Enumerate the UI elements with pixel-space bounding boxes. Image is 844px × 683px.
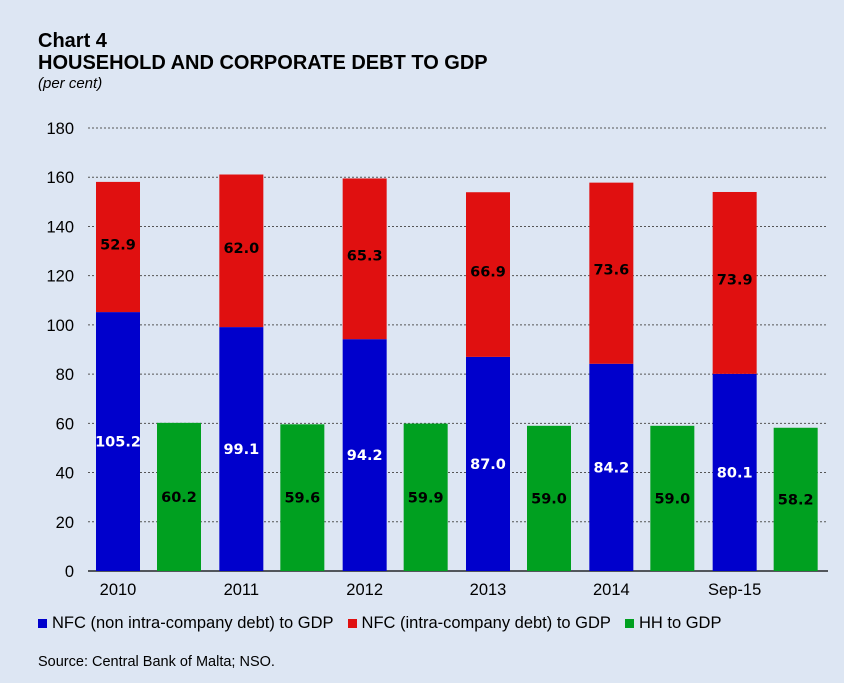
bar-nfc-intra (712, 191, 757, 374)
legend-label-nfc-non-intra: NFC (non intra-company debt) to GDP (52, 614, 334, 632)
y-tick-label: 160 (46, 169, 74, 187)
legend-swatch-nfc-intra (347, 619, 357, 628)
y-tick-label: 20 (56, 514, 74, 532)
data-label-hh: 59.0 (531, 491, 567, 507)
data-label-hh: 59.6 (284, 491, 320, 507)
data-label-nfc-non-intra: 80.1 (717, 465, 753, 481)
bar-hh (157, 422, 201, 571)
source-note: Source: Central Bank of Malta; NSO. (38, 654, 275, 670)
data-label-hh: 59.0 (654, 491, 690, 507)
legend: NFC (non intra-company debt) to GDP NFC … (38, 614, 735, 633)
chart-label: Chart 4 (38, 30, 107, 52)
y-tick-label: 0 (65, 563, 74, 581)
y-tick-label: 140 (46, 218, 74, 236)
data-label-nfc-non-intra: 105.2 (95, 435, 141, 451)
x-tick-label: 2011 (224, 581, 259, 599)
data-label-nfc-intra: 52.9 (100, 237, 136, 253)
x-tick-label: 2014 (593, 581, 630, 599)
y-tick-label: 80 (56, 366, 74, 384)
bar-nfc-non-intra (96, 312, 140, 571)
chart-title: HOUSEHOLD AND CORPORATE DEBT TO GDP (38, 52, 488, 74)
x-tick-label: 2010 (100, 581, 137, 599)
bar-hh (527, 425, 571, 571)
data-label-nfc-non-intra: 99.1 (223, 442, 259, 458)
data-label-hh: 58.2 (778, 492, 814, 508)
bar-hh (773, 427, 818, 571)
data-label-hh: 59.9 (408, 490, 444, 506)
data-label-nfc-non-intra: 94.2 (347, 448, 383, 464)
legend-item-nfc-non-intra: NFC (non intra-company debt) to GDP (38, 614, 334, 633)
bar-nfc-non-intra (342, 339, 387, 571)
data-label-nfc-intra: 73.6 (593, 263, 629, 279)
bar-nfc-intra (466, 192, 510, 357)
data-label-nfc-non-intra: 87.0 (470, 457, 506, 473)
bar-nfc-intra (96, 181, 140, 313)
data-label-nfc-non-intra: 84.2 (593, 460, 629, 476)
chart-plot: 0 20 40 60 80 100 120 140 160 180 105.2 52.9 60.2 201… (46, 120, 828, 599)
bar-nfc-non-intra (589, 363, 634, 571)
bar-hh (280, 424, 325, 571)
y-tick-label: 60 (56, 415, 74, 433)
data-label-nfc-intra: 62.0 (223, 241, 259, 257)
data-label-nfc-intra: 73.9 (717, 272, 753, 288)
x-tick-label: 2013 (470, 581, 507, 599)
bar-nfc-non-intra (219, 327, 264, 571)
legend-swatch-nfc-non-intra (38, 619, 47, 628)
legend-item-hh: HH to GDP (624, 614, 722, 633)
title-block: Chart 4 HOUSEHOLD AND CORPORATE DEBT TO … (38, 30, 488, 94)
y-tick-label: 100 (46, 317, 74, 335)
x-tick-label: Sep-15 (708, 581, 761, 599)
data-label-hh: 60.2 (161, 490, 197, 506)
bar-nfc-intra (342, 178, 387, 340)
data-label-nfc-intra: 65.3 (347, 249, 383, 265)
bar-nfc-non-intra (712, 373, 757, 571)
legend-item-nfc-intra: NFC (intra-company debt) to GDP (347, 614, 611, 633)
data-label-nfc-intra: 66.9 (470, 264, 506, 280)
bar-nfc-intra (219, 174, 264, 328)
legend-label-hh: HH to GDP (638, 614, 722, 632)
bar-nfc-non-intra (466, 356, 510, 571)
bar-nfc-intra (589, 182, 634, 364)
chart-subtitle: (per cent) (38, 75, 103, 92)
legend-swatch-hh (624, 619, 634, 628)
legend-label-nfc-intra: NFC (intra-company debt) to GDP (361, 614, 611, 632)
y-tick-label: 120 (46, 268, 74, 286)
bar-hh (650, 425, 695, 571)
x-tick-label: 2012 (346, 581, 383, 599)
bar-hh (403, 423, 448, 571)
y-tick-label: 180 (46, 120, 74, 138)
y-tick-label: 40 (56, 465, 74, 483)
